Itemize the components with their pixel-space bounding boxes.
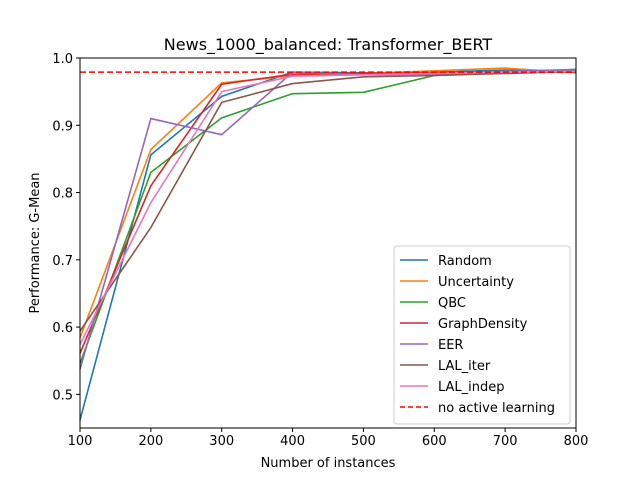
x-axis: 100 200 300 400 500 600 700 800 (68, 428, 589, 449)
x-tick-label: 200 (138, 434, 163, 449)
legend-label-lal-indep: LAL_indep (438, 380, 505, 395)
x-tick-label: 600 (422, 434, 447, 449)
y-tick-label: 1.0 (52, 52, 73, 67)
x-tick-label: 100 (68, 434, 93, 449)
series-line-lal-indep (79, 70, 577, 345)
series-line-lal-iter (79, 70, 577, 332)
legend-label-uncertainty: Uncertainty (438, 275, 514, 290)
x-axis-title: Number of instances (261, 456, 396, 471)
x-tick-label: 400 (280, 434, 305, 449)
y-tick-label: 0.9 (52, 119, 73, 134)
y-tick-label: 0.7 (52, 254, 73, 269)
y-axis-title: Performance: G-Mean (28, 172, 43, 313)
legend-label-graphdensity: GraphDensity (438, 317, 528, 332)
y-tick-label: 0.5 (52, 388, 73, 403)
legend-label-random: Random (438, 254, 492, 269)
legend-box (393, 245, 571, 425)
plot-area (79, 57, 577, 429)
y-tick-label: 0.8 (52, 187, 73, 202)
plot-frame (79, 57, 577, 429)
legend-label-no-active-learning: no active learning (438, 401, 555, 416)
y-axis: 0.5 0.6 0.7 0.8 0.9 1.0 (52, 52, 80, 403)
x-tick-label: 300 (209, 434, 234, 449)
x-tick-label: 800 (564, 434, 589, 449)
y-tick-label: 0.6 (52, 321, 73, 336)
x-tick-label: 500 (351, 434, 376, 449)
legend-label-eer: EER (438, 338, 463, 353)
legend: Random Uncertainty QBC GraphDensity EER LAL_i… (393, 245, 571, 425)
legend-label-qbc: QBC (438, 296, 466, 311)
legend-label-lal-iter: LAL_iter (438, 359, 491, 374)
x-tick-label: 700 (493, 434, 518, 449)
chart-title: News_1000_balanced: Transformer_BERT (164, 35, 493, 55)
